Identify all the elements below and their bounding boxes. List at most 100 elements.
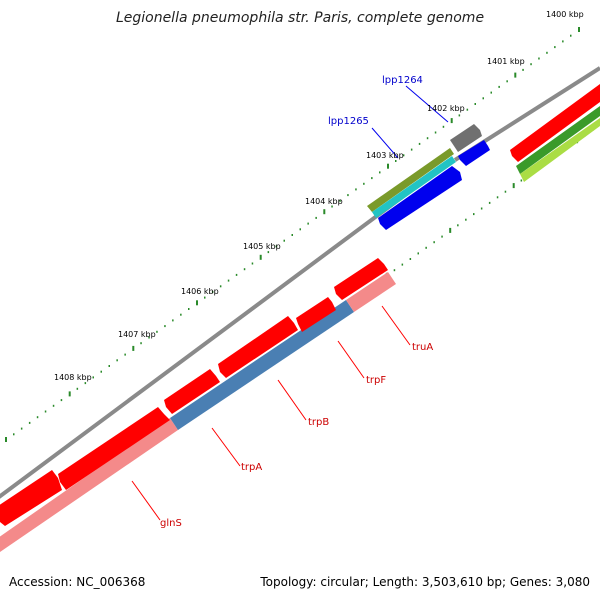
tick-mark bbox=[204, 296, 206, 299]
tick-mark bbox=[291, 234, 293, 236]
tick-mark bbox=[211, 290, 214, 293]
leader-lpp1265 bbox=[371, 127, 399, 159]
tick-mark bbox=[283, 239, 285, 242]
tick-mark bbox=[578, 27, 580, 32]
tick-mark bbox=[554, 46, 556, 49]
gene-blue-a bbox=[378, 166, 462, 230]
tick-mark bbox=[570, 34, 572, 37]
kbp-label: 1407 kbp bbox=[118, 330, 156, 339]
tick-mark bbox=[60, 399, 63, 402]
tick-mark bbox=[44, 410, 47, 413]
kbp-label: 1402 kbp bbox=[427, 104, 465, 113]
tick-mark bbox=[450, 118, 453, 124]
tick-mark bbox=[331, 205, 333, 208]
gene-label-lpp1264: lpp1264 bbox=[382, 75, 423, 86]
tick-mark bbox=[441, 235, 443, 238]
tick-mark bbox=[458, 114, 461, 117]
gene-red-right bbox=[510, 84, 600, 162]
tick-mark bbox=[393, 269, 396, 272]
gene-lime-right bbox=[520, 118, 600, 182]
tick-mark bbox=[219, 285, 222, 288]
tick-mark bbox=[108, 365, 110, 367]
tick-mark bbox=[410, 148, 413, 151]
leader-trua bbox=[381, 305, 411, 346]
tick-mark bbox=[188, 308, 190, 310]
gene-red-2 bbox=[58, 407, 170, 490]
tick-mark bbox=[52, 404, 55, 407]
leader-glns bbox=[131, 480, 161, 521]
tick-mark bbox=[426, 137, 429, 140]
leader-trpf bbox=[337, 340, 365, 379]
tick-mark bbox=[530, 63, 532, 66]
gene-red-4 bbox=[218, 316, 298, 378]
tick-mark bbox=[5, 437, 7, 442]
accession-text: Accession: NC_006368 bbox=[9, 575, 146, 589]
gene-label-lpp1265: lpp1265 bbox=[328, 116, 369, 127]
tick-mark bbox=[401, 263, 404, 266]
tick-mark bbox=[13, 433, 15, 436]
kbp-label: 1408 kbp bbox=[54, 373, 92, 382]
gene-label-trpa: trpA bbox=[241, 462, 262, 473]
gene-red-1 bbox=[0, 470, 62, 526]
tick-mark bbox=[124, 353, 126, 356]
tick-mark bbox=[442, 125, 445, 128]
tick-mark bbox=[299, 228, 301, 231]
gene-label-glns: glnS bbox=[160, 518, 182, 529]
kbp-label: 1403 kbp bbox=[366, 151, 404, 160]
tick-mark bbox=[132, 345, 135, 351]
leader-lpp1264 bbox=[405, 85, 449, 123]
tick-mark bbox=[514, 72, 517, 78]
kbp-label: 1401 kbp bbox=[487, 57, 525, 66]
tick-mark bbox=[92, 376, 94, 379]
tick-mark bbox=[409, 258, 412, 260]
tick-mark bbox=[449, 227, 452, 233]
tick-mark bbox=[275, 245, 278, 248]
tick-mark bbox=[496, 196, 499, 199]
tick-mark bbox=[164, 325, 166, 328]
gene-trua-light bbox=[346, 272, 396, 312]
tick-mark bbox=[520, 179, 523, 182]
tick-mark bbox=[480, 207, 483, 210]
gene-green-right bbox=[516, 106, 600, 174]
tick-mark bbox=[498, 85, 500, 88]
tick-mark bbox=[457, 224, 459, 227]
tick-mark bbox=[522, 68, 524, 71]
tick-mark bbox=[267, 251, 270, 254]
gene-red-6 bbox=[334, 258, 388, 300]
gene-cyan bbox=[372, 156, 456, 218]
tick-mark bbox=[482, 97, 484, 100]
tick-mark bbox=[425, 246, 427, 249]
backbone-left bbox=[0, 161, 450, 499]
gene-glns-light bbox=[0, 418, 178, 552]
tick-mark bbox=[339, 199, 341, 202]
tick-mark bbox=[116, 359, 118, 362]
tick-mark bbox=[235, 273, 238, 276]
tick-mark bbox=[347, 194, 349, 197]
tick-mark bbox=[417, 252, 419, 255]
tick-mark bbox=[140, 342, 142, 345]
kbp-label: 1404 kbp bbox=[305, 197, 343, 206]
tick-mark bbox=[20, 427, 23, 430]
gene-blue-b bbox=[458, 140, 490, 166]
tick-mark bbox=[355, 188, 357, 191]
gene-red-5 bbox=[296, 297, 336, 332]
tick-mark bbox=[323, 209, 326, 215]
tick-mark bbox=[243, 268, 246, 271]
tick-mark bbox=[379, 171, 381, 174]
gene-label-trua: truA bbox=[412, 342, 433, 353]
leader-trpa bbox=[211, 427, 241, 467]
tick-mark bbox=[465, 218, 467, 221]
tick-mark bbox=[512, 183, 515, 189]
tick-mark bbox=[259, 254, 262, 260]
tick-mark bbox=[28, 421, 31, 424]
kbp-label: 1406 kbp bbox=[181, 287, 219, 296]
tick-mark bbox=[546, 51, 548, 54]
tick-mark bbox=[395, 160, 397, 162]
tick-mark bbox=[433, 241, 435, 244]
tick-mark bbox=[488, 201, 491, 204]
genome-summary: Topology: circular; Length: 3,503,610 bp… bbox=[260, 575, 590, 589]
tick-mark bbox=[363, 182, 365, 185]
gene-label-trpb: trpB bbox=[308, 417, 329, 428]
tick-mark bbox=[506, 80, 508, 83]
gene-trp-blue bbox=[170, 300, 354, 430]
